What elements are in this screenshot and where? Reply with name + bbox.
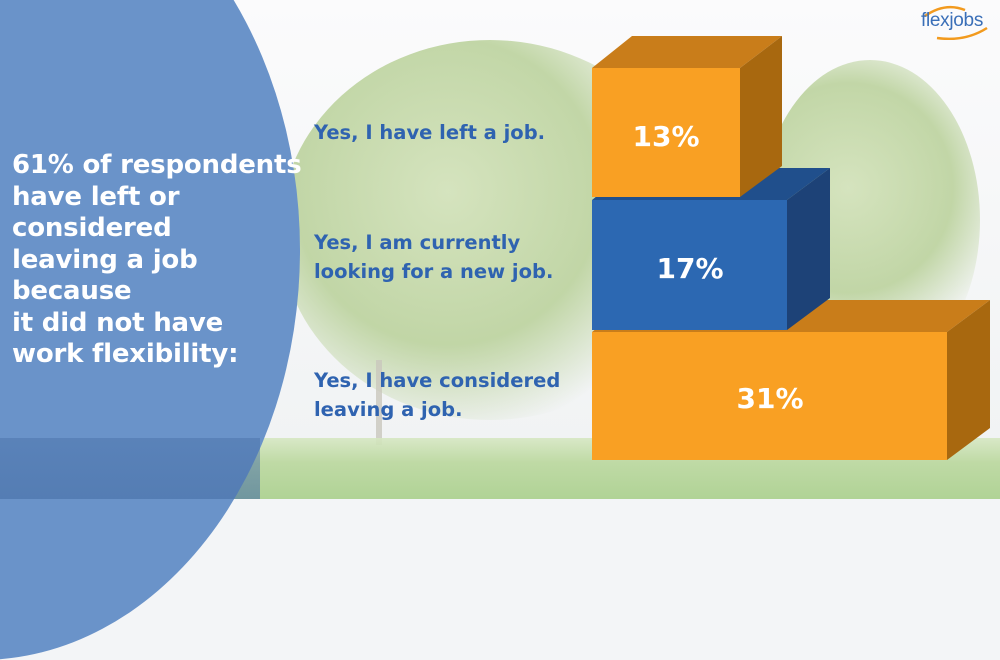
headline-line: because xyxy=(12,276,132,306)
value-label: 31% xyxy=(736,382,803,415)
headline-line: considered xyxy=(12,213,172,243)
label-line: looking for a new job. xyxy=(314,260,554,283)
logo-text: flexjobs xyxy=(921,10,984,31)
category-label-considered: Yes, I have considered leaving a job. xyxy=(314,366,560,424)
category-label-looking: Yes, I am currently looking for a new jo… xyxy=(314,228,553,286)
headline: 61% of respondents have left or consider… xyxy=(12,150,302,371)
value-label: 13% xyxy=(632,120,699,153)
panel-shade xyxy=(0,438,260,499)
category-label-left-job: Yes, I have left a job. xyxy=(314,118,545,147)
tree-trunk xyxy=(376,360,382,445)
headline-line: leaving a job xyxy=(12,244,198,275)
bar-13-percent: 13% xyxy=(592,36,782,197)
headline-line: have left or xyxy=(12,181,180,212)
value-label: 17% xyxy=(656,252,723,285)
label-line: Yes, I have considered xyxy=(314,369,561,392)
headline-line: work flexibility: xyxy=(12,339,239,369)
headline-line: it did not have xyxy=(12,307,224,338)
label-line: Yes, I have left a job. xyxy=(314,121,546,144)
block-chart: 31% 17% 13% xyxy=(592,36,990,460)
label-line: leaving a job. xyxy=(314,398,463,421)
label-line: Yes, I am currently xyxy=(314,231,521,254)
flexjobs-logo: flexjobs xyxy=(915,4,995,40)
logo-swoosh-icon xyxy=(924,5,988,40)
headline-line: 61% of respondents xyxy=(12,150,302,180)
